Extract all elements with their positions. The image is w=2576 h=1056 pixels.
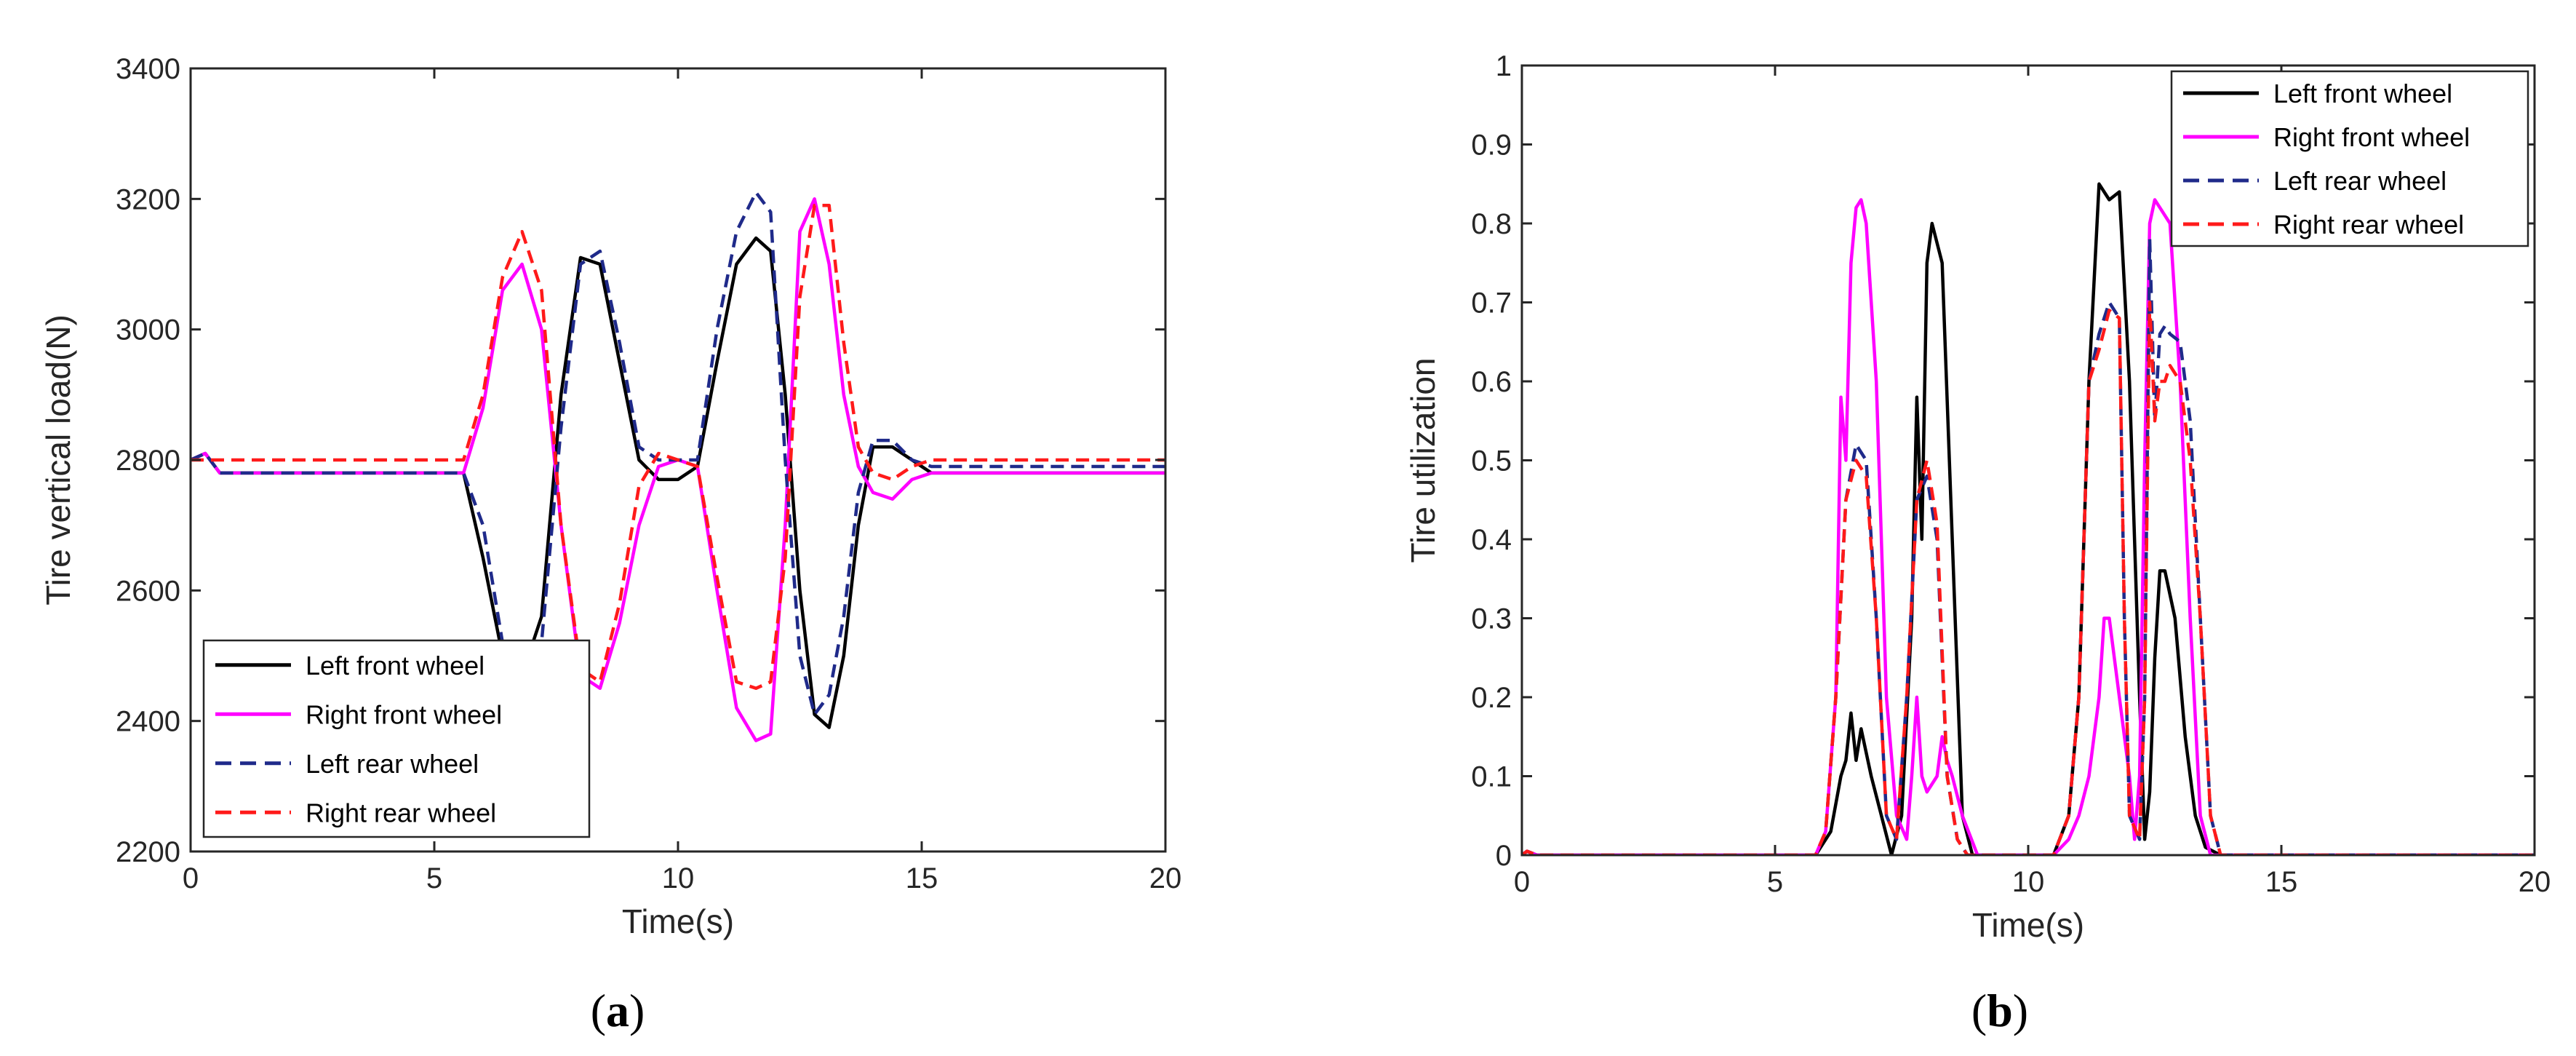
y-axis-label: Tire utilization <box>1404 357 1442 563</box>
legend-entry: Right front wheel <box>306 699 502 729</box>
legend-entry: Right front wheel <box>2273 122 2470 152</box>
legend-entry: Left rear wheel <box>306 749 479 779</box>
x-axis-label: Time(s) <box>622 902 734 940</box>
y-tick-label: 2800 <box>116 445 180 477</box>
x-tick-label: 0 <box>1514 866 1530 898</box>
x-tick-label: 5 <box>426 862 442 894</box>
y-tick-label: 2600 <box>116 575 180 607</box>
x-tick-label: 5 <box>1767 866 1783 898</box>
legend-entry: Left rear wheel <box>2273 166 2447 196</box>
y-tick-label: 0.7 <box>1471 287 1512 319</box>
x-tick-label: 10 <box>2012 866 2045 898</box>
series-line-left-front-wheel <box>1522 182 2535 855</box>
legend: Left front wheel Right front wheel Left re… <box>2170 70 2529 247</box>
series-line-left-rear-wheel <box>191 191 1165 716</box>
y-tick-label: 0.2 <box>1471 682 1512 714</box>
x-tick-label: 10 <box>662 862 695 894</box>
y-tick-label: 0.4 <box>1471 524 1512 556</box>
x-tick-label: 15 <box>906 862 938 894</box>
x-tick-label: 20 <box>2519 866 2551 898</box>
series-line-left-rear-wheel <box>1522 237 2535 855</box>
legend: Left front wheel Right front wheel Left re… <box>202 639 591 838</box>
y-tick-label: 0.3 <box>1471 603 1512 635</box>
y-tick-label: 0.1 <box>1471 761 1512 793</box>
y-tick-label: 0.5 <box>1471 445 1512 477</box>
panel-b-chart: 0 5 10 15 20 0 0.1 0.2 0.3 0.4 0.5 0.6 0.7 0.8 0.9 1 Tim… <box>1404 50 2551 944</box>
y-tick-label: 3400 <box>116 53 180 85</box>
x-tick-label: 15 <box>2265 866 2298 898</box>
y-tick-label: 0.9 <box>1471 130 1512 162</box>
legend-box <box>202 639 591 838</box>
y-tick-label: 0 <box>1496 840 1512 872</box>
series-line-right-front-wheel <box>1522 198 2535 855</box>
legend-box <box>2170 70 2529 247</box>
y-tick-label: 3000 <box>116 314 180 346</box>
y-tick-label: 0.8 <box>1471 208 1512 240</box>
legend-entry: Right rear wheel <box>306 798 496 827</box>
panel-a-chart: 0 5 10 15 20 2200 2400 2600 2800 3000 3200 3400 Time… <box>39 53 1181 940</box>
y-tick-label: 3200 <box>116 183 180 215</box>
panel-a-label: (a) <box>591 985 645 1036</box>
y-tick-label: 2200 <box>116 836 180 868</box>
legend-entry: Left front wheel <box>2273 79 2452 108</box>
y-tick-label: 2400 <box>116 706 180 738</box>
x-axis-label: Time(s) <box>1972 906 2084 944</box>
y-axis-label: Tire vertical load(N) <box>39 314 77 606</box>
x-tick-label: 0 <box>183 862 199 894</box>
series-line-right-rear-wheel <box>1522 301 2535 855</box>
x-tick-label: 20 <box>1149 862 1182 894</box>
y-tick-label: 1 <box>1496 50 1512 82</box>
panel-b-label: (b) <box>1971 985 2028 1036</box>
legend-entry: Left front wheel <box>306 651 485 680</box>
legend-entry: Right rear wheel <box>2273 210 2464 239</box>
y-tick-label: 0.6 <box>1471 366 1512 398</box>
series-line-right-rear-wheel <box>191 204 1165 691</box>
